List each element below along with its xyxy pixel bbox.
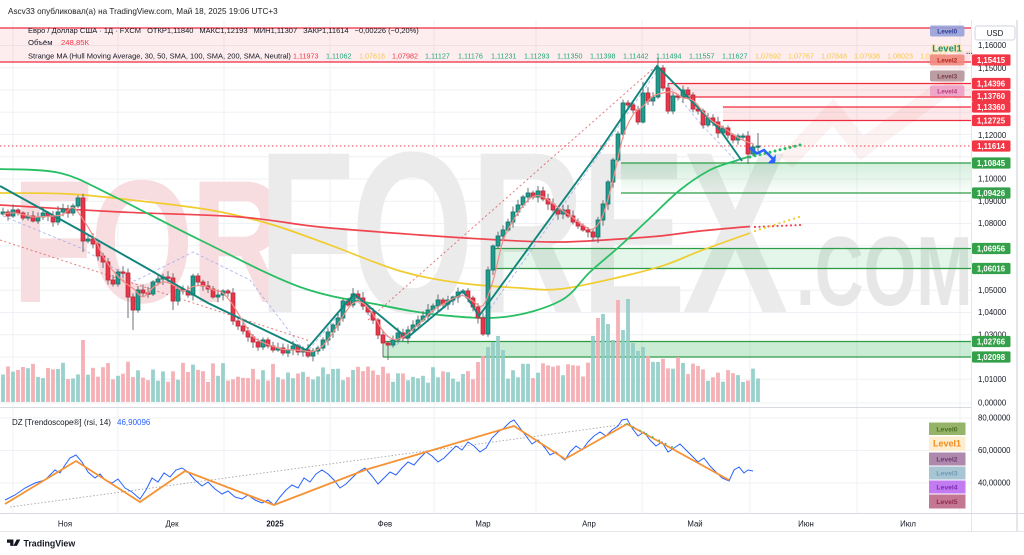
- svg-text:1,11293: 1,11293: [524, 52, 549, 61]
- svg-text:40,00000: 40,00000: [978, 479, 1011, 488]
- svg-text:Дек: Дек: [165, 520, 179, 529]
- svg-text:60,00000: 60,00000: [978, 446, 1011, 455]
- svg-text:Level0: Level0: [937, 28, 957, 35]
- svg-text:1,11557: 1,11557: [689, 52, 714, 61]
- svg-text:1,09426: 1,09426: [977, 189, 1006, 198]
- svg-text:Level4: Level4: [936, 485, 957, 492]
- svg-text:1,11973: 1,11973: [293, 52, 318, 61]
- svg-text:Июл: Июл: [900, 520, 916, 529]
- svg-text:1,11062: 1,11062: [326, 52, 351, 61]
- svg-text:1,10845: 1,10845: [977, 159, 1006, 168]
- svg-text:248,85К: 248,85К: [61, 38, 90, 47]
- svg-text:FOREX: FOREX: [258, 104, 787, 361]
- svg-text:Фев: Фев: [378, 520, 392, 529]
- svg-text:46,90096: 46,90096: [117, 418, 151, 427]
- svg-text:1,11176: 1,11176: [458, 52, 483, 61]
- svg-text:1,11627: 1,11627: [722, 52, 747, 61]
- svg-text:1,11614: 1,11614: [977, 142, 1005, 151]
- svg-text:Level5: Level5: [936, 499, 957, 506]
- svg-text:1,11231: 1,11231: [491, 52, 516, 61]
- svg-text:Level3: Level3: [936, 471, 957, 478]
- svg-text:1,07982: 1,07982: [392, 52, 418, 61]
- svg-text:80,00000: 80,00000: [978, 414, 1011, 423]
- svg-text:1,07938: 1,07938: [854, 52, 880, 61]
- svg-text:1,06016: 1,06016: [977, 264, 1006, 273]
- svg-text:Мар: Мар: [475, 520, 491, 529]
- svg-text:Level3: Level3: [937, 73, 957, 80]
- svg-text:Level2: Level2: [936, 457, 957, 464]
- svg-text:1,02098: 1,02098: [977, 353, 1006, 362]
- svg-text:1,15415: 1,15415: [977, 56, 1006, 65]
- svg-text:Level0: Level0: [936, 426, 957, 433]
- svg-text:Level1: Level1: [932, 44, 962, 55]
- svg-text:1,07848: 1,07848: [821, 52, 847, 61]
- svg-text:1,11442: 1,11442: [623, 52, 648, 61]
- svg-text:DZ [Trendoscope®] (rsi, 14): DZ [Trendoscope®] (rsi, 14): [12, 418, 111, 427]
- svg-text:1,11127: 1,11127: [425, 52, 450, 61]
- svg-text:...: ...: [966, 47, 973, 56]
- svg-text:1,06956: 1,06956: [977, 244, 1006, 253]
- svg-text:1,11350: 1,11350: [557, 52, 582, 61]
- svg-text:1,16000: 1,16000: [978, 41, 1007, 50]
- svg-text:1,08000: 1,08000: [978, 219, 1007, 228]
- svg-text:1,03000: 1,03000: [978, 331, 1007, 340]
- svg-text:1,12725: 1,12725: [977, 116, 1006, 125]
- svg-text:Level4: Level4: [937, 88, 957, 95]
- svg-text:1,10000: 1,10000: [978, 175, 1007, 184]
- svg-text:Апр: Апр: [582, 520, 596, 529]
- svg-text:Июн: Июн: [798, 520, 814, 529]
- svg-text:USD: USD: [987, 29, 1004, 38]
- svg-text:1,12000: 1,12000: [978, 131, 1007, 140]
- svg-text:Ноя: Ноя: [58, 520, 72, 529]
- svg-text:1,07767: 1,07767: [788, 52, 814, 61]
- svg-text:1,04000: 1,04000: [978, 308, 1007, 317]
- svg-text:Level2: Level2: [937, 57, 957, 64]
- svg-text:1,05000: 1,05000: [978, 286, 1007, 295]
- svg-text:1,08023: 1,08023: [887, 52, 913, 61]
- svg-text:1,11398: 1,11398: [590, 52, 615, 61]
- svg-text:1,13360: 1,13360: [977, 103, 1006, 112]
- svg-text:Ascv33 опубликовал(а) на Tradi: Ascv33 опубликовал(а) на TradingView.com…: [8, 7, 278, 16]
- svg-text:1,02766: 1,02766: [977, 337, 1006, 346]
- svg-text:1,09000: 1,09000: [978, 197, 1007, 206]
- svg-text:1,13760: 1,13760: [977, 92, 1006, 101]
- svg-text:Объём: Объём: [28, 38, 53, 47]
- svg-text:1,01000: 1,01000: [978, 375, 1007, 384]
- svg-text:1,14396: 1,14396: [977, 79, 1006, 88]
- svg-text:Strange MA (Hull Moving Averag: Strange MA (Hull Moving Average, 30, 50,…: [28, 52, 291, 61]
- svg-text:1,11494: 1,11494: [656, 52, 681, 61]
- svg-text:0,00000: 0,00000: [978, 399, 1007, 408]
- svg-text:TradingView: TradingView: [24, 539, 76, 549]
- svg-text:1,07692: 1,07692: [755, 52, 781, 61]
- svg-text:.COM: .COM: [796, 217, 973, 326]
- svg-text:1,15000: 1,15000: [978, 64, 1007, 73]
- svg-text:1,07618: 1,07618: [359, 52, 385, 61]
- svg-text:Май: Май: [687, 520, 702, 529]
- svg-text:Level1: Level1: [933, 438, 961, 448]
- svg-text:FOR: FOR: [12, 143, 285, 339]
- svg-text:2025: 2025: [266, 520, 284, 529]
